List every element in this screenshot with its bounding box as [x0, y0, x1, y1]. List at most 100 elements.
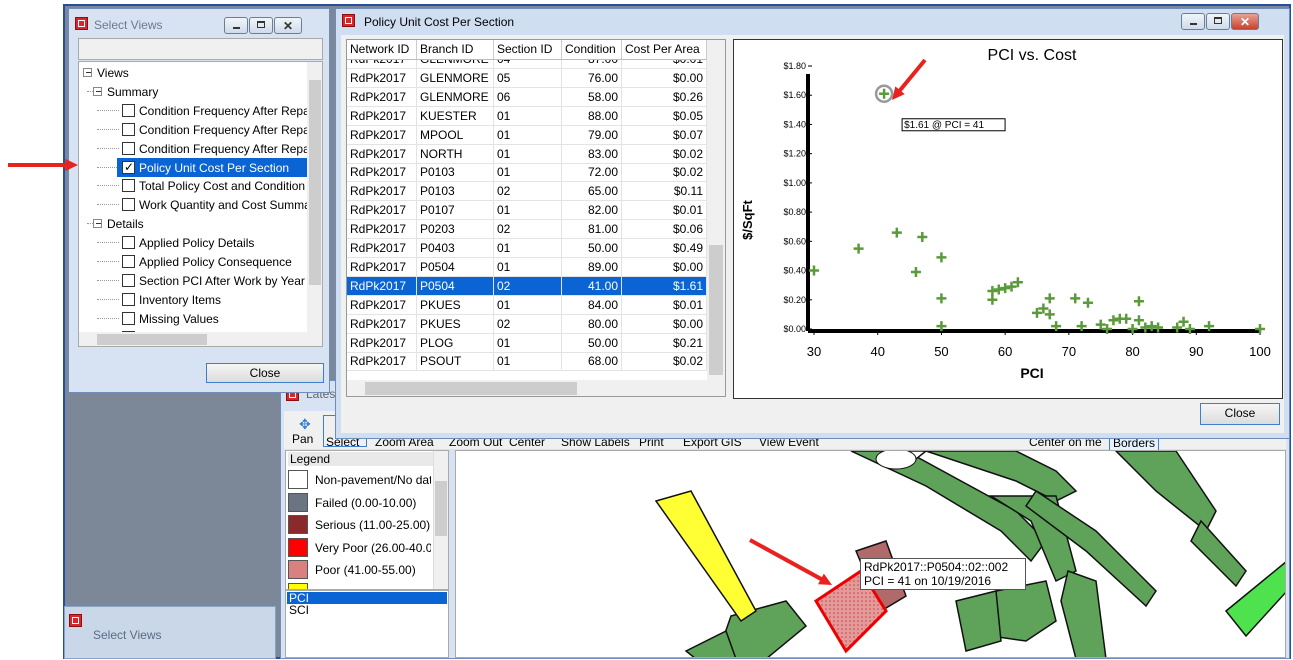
h-thumb — [365, 382, 577, 395]
expander-minus — [96, 91, 101, 92]
y-tick-label: $1.40 — [783, 119, 806, 129]
column-header[interactable]: Cost Per Area — [622, 40, 707, 59]
tree-item[interactable]: Applied Policy Consequence — [139, 255, 292, 269]
map-tooltip: RdPk2017::P0504::02::002PCI = 41 on 10/1… — [860, 558, 1026, 590]
checkbox[interactable] — [122, 123, 135, 136]
check-mark: ✓ — [124, 160, 134, 174]
tree-item[interactable]: Condition Frequency After Repair ( — [139, 104, 307, 118]
table-cell: P0203 — [417, 220, 494, 238]
tree-item[interactable]: Condition Frequency After Repair ( — [139, 142, 307, 156]
column-header[interactable]: Condition — [562, 40, 622, 59]
layer-item[interactable]: PCI — [287, 592, 447, 604]
toolbar-button[interactable]: Pan — [292, 432, 313, 446]
button-glyph — [1214, 17, 1222, 24]
window-min-button[interactable] — [1181, 13, 1205, 30]
point — [1000, 283, 1010, 293]
checkbox[interactable] — [122, 331, 135, 332]
tree-node[interactable]: Views — [97, 66, 129, 80]
layer-item[interactable]: SCI — [287, 604, 447, 616]
table-cell: 76.00 — [562, 69, 622, 87]
checkbox[interactable] — [122, 179, 135, 192]
tree-expander[interactable] — [93, 87, 102, 96]
table-cell: RdPk2017 — [347, 334, 417, 352]
tree-item[interactable]: Condition Frequency After Repair ( — [139, 123, 307, 137]
table-cell: PKUES — [417, 296, 494, 314]
table-cell: RdPk2017 — [347, 315, 417, 333]
legend-swatch — [288, 560, 308, 579]
icon-inner — [345, 17, 352, 24]
point — [911, 267, 921, 277]
tree-node[interactable]: Summary — [107, 85, 158, 99]
tree-line — [97, 261, 119, 262]
window-close-button[interactable]: ✕ — [1231, 13, 1259, 30]
tree-item[interactable]: Applied Policy Details — [139, 236, 254, 250]
tree-expander[interactable] — [93, 219, 102, 228]
checkbox[interactable] — [122, 142, 135, 155]
checkbox[interactable] — [122, 198, 135, 211]
x-tick-label: 40 — [870, 344, 884, 359]
window-title: Select Views — [94, 18, 162, 32]
tree-item[interactable]: Plan Parameters — [139, 331, 228, 332]
checkbox[interactable] — [122, 293, 135, 306]
checkbox[interactable] — [122, 274, 135, 287]
checkbox[interactable] — [122, 104, 135, 117]
checkbox[interactable]: ✓ — [122, 161, 135, 174]
table-cell: PKUES — [417, 315, 494, 333]
checkbox[interactable] — [122, 312, 135, 325]
table-cell: 50.00 — [562, 239, 622, 257]
window-close-button[interactable]: ✕ — [274, 17, 302, 34]
point — [1134, 315, 1144, 325]
table-cell: RdPk2017 — [347, 163, 417, 181]
tree-item[interactable]: Section PCI After Work by Year — [139, 274, 305, 288]
table-cell: 83.00 — [562, 145, 622, 163]
table-cell: 88.00 — [562, 107, 622, 125]
table-cell: 01 — [494, 334, 562, 352]
x-tick-label: 30 — [807, 344, 821, 359]
tree-item[interactable]: Total Policy Cost and Condition Co — [139, 179, 307, 193]
close-button[interactable]: Close — [1200, 403, 1280, 425]
tree-item[interactable]: Policy Unit Cost Per Section — [139, 161, 289, 175]
tree-item[interactable]: Work Quantity and Cost Summary — [139, 198, 307, 212]
table-cell: GLENMORE — [417, 88, 494, 106]
table-cell: 01 — [494, 296, 562, 314]
x-axis-label: PCI — [1020, 365, 1043, 381]
x-tick-label: 70 — [1062, 344, 1076, 359]
window-max-button[interactable] — [1206, 13, 1230, 30]
layer-list: PCISCI — [285, 590, 449, 658]
column-header[interactable]: Network ID — [347, 40, 417, 59]
tree-item[interactable]: Missing Values — [139, 312, 219, 326]
window-max-button[interactable] — [249, 17, 273, 34]
close-button[interactable]: Close — [206, 363, 324, 383]
x-tick-label: 100 — [1249, 344, 1271, 359]
checkbox[interactable] — [122, 255, 135, 268]
table-cell: 01 — [494, 201, 562, 219]
tree-line — [97, 185, 119, 186]
tree-expander[interactable] — [83, 68, 92, 77]
y-tick-label: $0.40 — [783, 266, 806, 276]
column-header[interactable]: Branch ID — [417, 40, 494, 59]
window-min-button[interactable] — [224, 17, 248, 34]
column-header[interactable]: Section ID — [494, 40, 562, 59]
point — [1134, 296, 1144, 306]
tree-node[interactable]: Details — [107, 217, 144, 231]
checkbox[interactable] — [122, 236, 135, 249]
tree-item[interactable]: Inventory Items — [139, 293, 221, 307]
button-glyph: ✕ — [283, 19, 293, 33]
map-canvas — [456, 451, 1286, 658]
